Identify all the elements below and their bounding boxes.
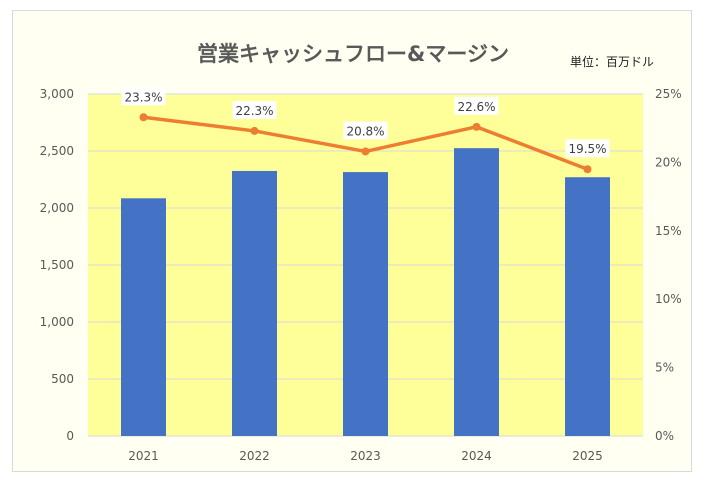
left-tick-label: 2,500 [40,144,74,158]
bar [454,148,499,436]
right-tick-label: 15% [655,224,682,238]
data-label-text: 19.5% [568,142,606,156]
x-tick-label: 2024 [461,449,492,463]
right-tick-label: 20% [655,155,682,169]
data-label: 22.6% [454,96,499,115]
data-label-box [343,121,388,140]
data-label-text: 20.8% [346,124,384,138]
line-point [139,113,148,122]
x-tick-label: 2021 [128,449,159,463]
line-point [250,126,259,135]
unit-note: 単位：百万ドル [569,55,654,69]
x-tick-label: 2023 [350,449,381,463]
left-axis-ticks: 0 500 1,000 1,500 2,000 2,500 3,000 [40,87,74,443]
right-tick-label: 10% [655,292,682,306]
left-tick-label: 1,500 [40,258,74,272]
chart-title: 営業キャッシュフロー&マージン [197,42,509,66]
data-labels: 23.3% 22.3% 20.8% 22.6% 19.5% [121,87,610,158]
left-tick-label: 1,000 [40,315,74,329]
data-label: 23.3% [121,87,166,106]
data-label-box [454,96,499,115]
x-tick-label: 2022 [239,449,270,463]
left-tick-label: 0 [66,429,74,443]
line-point [361,147,370,156]
data-label: 19.5% [565,139,610,158]
right-tick-label: 0% [655,429,674,443]
data-label-box [232,100,277,119]
data-label-text: 22.3% [235,104,273,118]
data-label: 22.3% [232,100,277,119]
line-series [139,113,592,174]
bar [232,170,277,436]
right-tick-label: 5% [655,361,674,375]
data-label-box [565,139,610,158]
left-tick-label: 500 [51,372,74,386]
data-label-text: 22.6% [457,100,495,114]
data-label-text: 23.3% [124,90,162,104]
left-tick-label: 2,000 [40,201,74,215]
x-axis-ticks: 2021 2022 2023 2024 2025 [128,449,603,463]
bar [565,177,610,436]
bar [121,198,166,436]
data-label-box [121,87,166,106]
right-axis-ticks: 0% 5% 10% 15% 20% 25% [655,87,682,443]
bar-series [121,148,610,436]
line-point [472,122,481,131]
line-point [583,165,592,174]
right-tick-label: 25% [655,87,682,101]
bar [343,172,388,436]
left-tick-label: 3,000 [40,87,74,101]
x-tick-label: 2025 [572,449,603,463]
data-label: 20.8% [343,121,388,140]
